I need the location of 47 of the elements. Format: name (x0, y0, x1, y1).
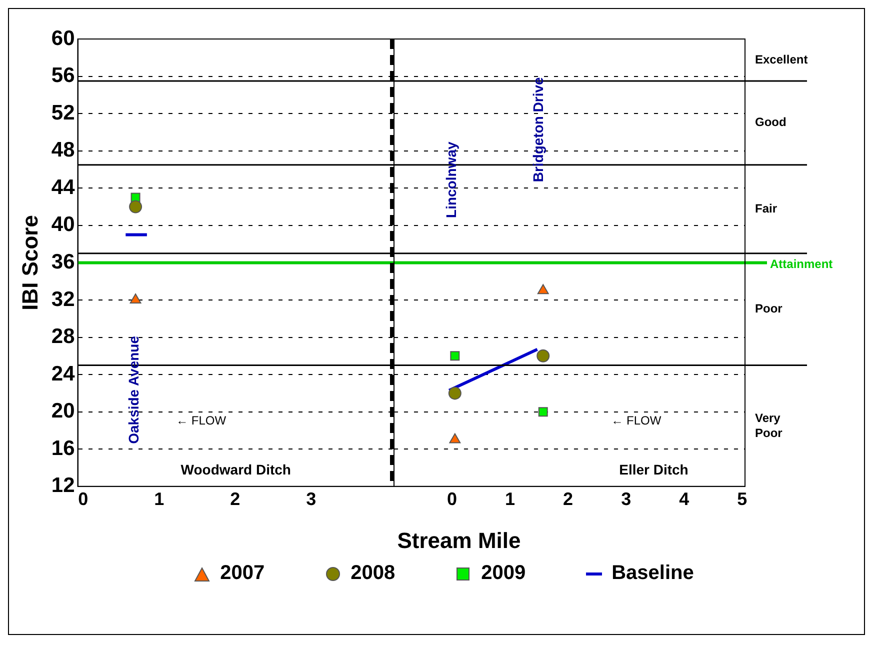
x-tick-label: 1 (505, 489, 516, 510)
annotation: Woodward Ditch (180, 462, 291, 478)
y-tick-label: 48 (51, 138, 76, 162)
point (537, 284, 549, 294)
annotation: ← FLOW (611, 413, 662, 428)
point (536, 349, 550, 362)
x-tick-label: 0 (78, 489, 88, 510)
y-tick-label: 24 (51, 362, 76, 386)
x-tick-label: 0 (447, 489, 458, 510)
text: Poor (755, 302, 783, 316)
y-tick-label: 12 (51, 474, 75, 498)
x-tick-label: 5 (737, 489, 748, 510)
x-tick-label: 2 (563, 489, 574, 510)
y-tick-label: 28 (51, 325, 76, 348)
x-tick-label: 3 (306, 489, 316, 510)
annotation: Oakside Avenue (126, 336, 142, 444)
annotation: Bridgeton Drive (530, 76, 546, 182)
legend-label: Baseline (612, 562, 694, 585)
text: Fair (755, 201, 778, 216)
x-tick-label: 1 (154, 489, 164, 510)
legend-label: 2009 (481, 562, 526, 585)
x-tick-label: 2 (230, 489, 240, 510)
y-tick-label: 56 (51, 64, 75, 88)
text: Good (755, 115, 786, 130)
y-tick-label: 32 (51, 288, 75, 311)
point (448, 386, 462, 400)
y-axis-title: IBI Score (17, 215, 42, 310)
y-tick-label: 52 (51, 101, 75, 124)
y-tick-label: 20 (51, 400, 75, 423)
legend-label: 2008 (350, 562, 396, 585)
annotation: Eller Ditch (619, 462, 688, 478)
point (538, 407, 548, 417)
y-tick-label: 60 (51, 26, 75, 50)
legend-label: 2007 (220, 562, 265, 585)
y-tick-label: 40 (51, 213, 75, 236)
y-tick-label: 16 (51, 436, 75, 460)
text: Excellent (755, 52, 808, 66)
x-axis-title: Stream Mile (396, 528, 522, 554)
annotation: ← FLOW (176, 413, 227, 428)
x-tick-label: 3 (621, 489, 632, 510)
y-tick-label: 36 (51, 250, 75, 274)
point (450, 351, 460, 361)
annotation: Lincolnway (442, 142, 459, 218)
ref-line-label: Attainment (770, 257, 833, 272)
x-tick-label: 4 (679, 489, 690, 510)
text: Very Poor (755, 410, 783, 440)
y-tick-label: 44 (51, 176, 76, 199)
